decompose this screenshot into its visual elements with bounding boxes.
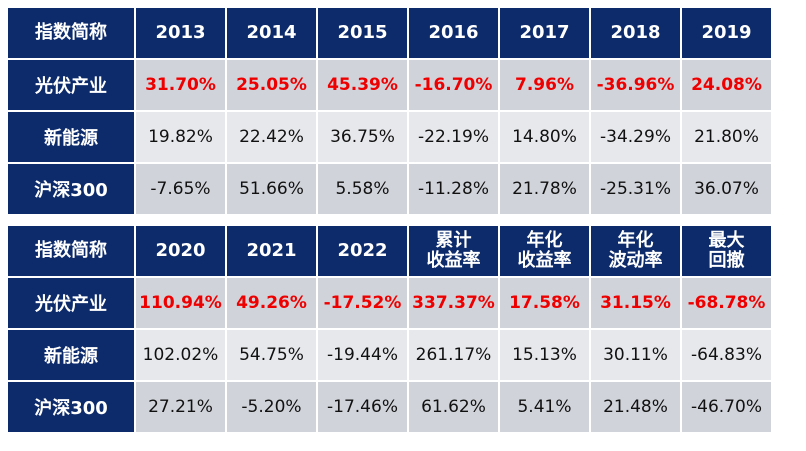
value-cell: 21.80% bbox=[682, 112, 771, 162]
table-row-csi300: 沪深300 -7.65% 51.66% 5.58% -11.28% 21.78%… bbox=[8, 164, 798, 214]
value-cell: 19.82% bbox=[136, 112, 225, 162]
header-index-name: 指数简称 bbox=[8, 8, 134, 58]
value-cell: -34.29% bbox=[591, 112, 680, 162]
value-cell: 51.66% bbox=[227, 164, 316, 214]
value-cell: 17.58% bbox=[500, 278, 589, 328]
value-cell: 30.11% bbox=[591, 330, 680, 380]
value-cell: 21.48% bbox=[591, 382, 680, 432]
row-label: 沪深300 bbox=[8, 164, 134, 214]
table-row-new-energy: 新能源 102.02% 54.75% -19.44% 261.17% 15.13… bbox=[8, 330, 798, 380]
row-label: 新能源 bbox=[8, 330, 134, 380]
value-cell: -11.28% bbox=[409, 164, 498, 214]
header-year-2019: 2019 bbox=[682, 8, 771, 58]
header-year-2014: 2014 bbox=[227, 8, 316, 58]
value-cell: -22.19% bbox=[409, 112, 498, 162]
table-row-photovoltaic: 光伏产业 31.70% 25.05% 45.39% -16.70% 7.96% … bbox=[8, 60, 798, 110]
value-cell: 54.75% bbox=[227, 330, 316, 380]
value-cell: -17.52% bbox=[318, 278, 407, 328]
value-cell: 27.21% bbox=[136, 382, 225, 432]
header-index-name: 指数简称 bbox=[8, 226, 134, 276]
value-cell: -46.70% bbox=[682, 382, 771, 432]
table-row-new-energy: 新能源 19.82% 22.42% 36.75% -22.19% 14.80% … bbox=[8, 112, 798, 162]
row-label: 光伏产业 bbox=[8, 60, 134, 110]
value-cell: 31.70% bbox=[136, 60, 225, 110]
value-cell: -16.70% bbox=[409, 60, 498, 110]
returns-table-2013-2019: 指数简称 2013 2014 2015 2016 2017 2018 2019 … bbox=[8, 8, 798, 214]
header-max-drawdown: 最大 回撤 bbox=[682, 226, 771, 276]
value-cell: 36.75% bbox=[318, 112, 407, 162]
value-cell: -36.96% bbox=[591, 60, 680, 110]
header-year-2013: 2013 bbox=[136, 8, 225, 58]
value-cell: 24.08% bbox=[682, 60, 771, 110]
header-year-2016: 2016 bbox=[409, 8, 498, 58]
table-row-photovoltaic: 光伏产业 110.94% 49.26% -17.52% 337.37% 17.5… bbox=[8, 278, 798, 328]
value-cell: 45.39% bbox=[318, 60, 407, 110]
value-cell: 14.80% bbox=[500, 112, 589, 162]
value-cell: 22.42% bbox=[227, 112, 316, 162]
value-cell: 7.96% bbox=[500, 60, 589, 110]
header-year-2018: 2018 bbox=[591, 8, 680, 58]
value-cell: 61.62% bbox=[409, 382, 498, 432]
header-year-2017: 2017 bbox=[500, 8, 589, 58]
value-cell: -17.46% bbox=[318, 382, 407, 432]
row-label: 新能源 bbox=[8, 112, 134, 162]
value-cell: 110.94% bbox=[136, 278, 225, 328]
value-cell: 5.58% bbox=[318, 164, 407, 214]
header-annualized-return: 年化 收益率 bbox=[500, 226, 589, 276]
table-row-csi300: 沪深300 27.21% -5.20% -17.46% 61.62% 5.41%… bbox=[8, 382, 798, 432]
value-cell: 21.78% bbox=[500, 164, 589, 214]
header-row: 指数简称 2020 2021 2022 累计 收益率 年化 收益率 年化 波动率 最大… bbox=[8, 226, 798, 276]
value-cell: 337.37% bbox=[409, 278, 498, 328]
header-year-2021: 2021 bbox=[227, 226, 316, 276]
value-cell: 36.07% bbox=[682, 164, 771, 214]
value-cell: 31.15% bbox=[591, 278, 680, 328]
returns-table-2020-2022-summary: 指数简称 2020 2021 2022 累计 收益率 年化 收益率 年化 波动率 最大… bbox=[8, 226, 798, 432]
value-cell: -7.65% bbox=[136, 164, 225, 214]
value-cell: -19.44% bbox=[318, 330, 407, 380]
value-cell: -25.31% bbox=[591, 164, 680, 214]
header-year-2015: 2015 bbox=[318, 8, 407, 58]
value-cell: -68.78% bbox=[682, 278, 771, 328]
header-row: 指数简称 2013 2014 2015 2016 2017 2018 2019 bbox=[8, 8, 798, 58]
value-cell: 261.17% bbox=[409, 330, 498, 380]
header-year-2020: 2020 bbox=[136, 226, 225, 276]
value-cell: 15.13% bbox=[500, 330, 589, 380]
value-cell: 49.26% bbox=[227, 278, 316, 328]
header-year-2022: 2022 bbox=[318, 226, 407, 276]
header-annualized-volatility: 年化 波动率 bbox=[591, 226, 680, 276]
value-cell: -5.20% bbox=[227, 382, 316, 432]
value-cell: 25.05% bbox=[227, 60, 316, 110]
value-cell: -64.83% bbox=[682, 330, 771, 380]
header-cumulative-return: 累计 收益率 bbox=[409, 226, 498, 276]
row-label: 沪深300 bbox=[8, 382, 134, 432]
row-label: 光伏产业 bbox=[8, 278, 134, 328]
value-cell: 102.02% bbox=[136, 330, 225, 380]
value-cell: 5.41% bbox=[500, 382, 589, 432]
